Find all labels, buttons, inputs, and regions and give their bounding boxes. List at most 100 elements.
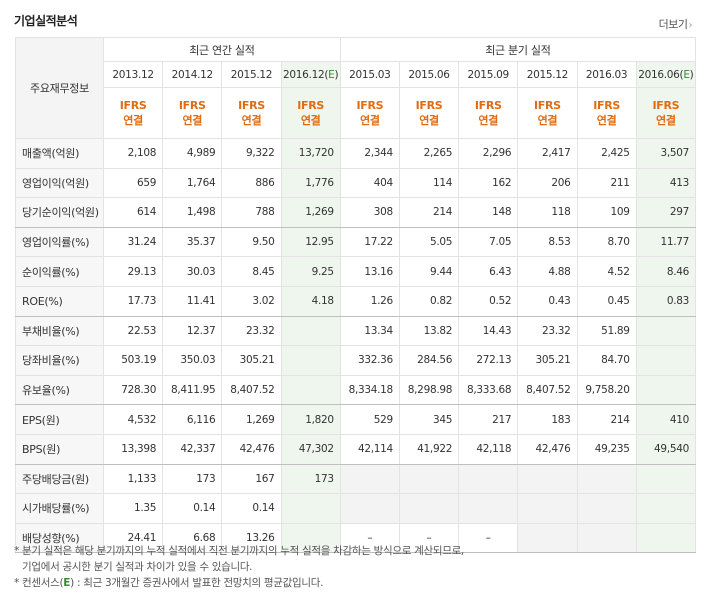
table-cell	[339, 493, 400, 524]
table-cell: 167	[221, 463, 282, 495]
period-header: 2015.06	[398, 61, 460, 88]
table-row: 부채비율(%) 22.53 12.37 23.32 13.34 13.82 14.43 23.…	[15, 315, 697, 347]
table-cell: 24.41	[102, 522, 164, 554]
footnote-1-cont: 기업에서 공시한 분기 실적과 차이가 있을 수 있습니다.	[22, 561, 253, 573]
period-header: 2016.03	[576, 61, 637, 88]
table-cell: 42,337	[162, 433, 223, 465]
table-row: 영업이익(억원) 659 1,764 886 1,776 404 114 162 206 211 4…	[15, 167, 697, 199]
table-cell: 13.16	[339, 256, 400, 287]
basis-consolidated-label: 연결	[419, 114, 439, 127]
period-header: 2016.06(E)	[635, 61, 697, 88]
table-cell	[635, 374, 697, 406]
table-cell: 8,411.95	[162, 374, 223, 406]
basis-ifrs-label: IFRS	[415, 99, 443, 112]
table-cell	[576, 493, 637, 524]
table-cell: 9.25	[280, 256, 341, 287]
more-label: 더보기	[658, 18, 688, 31]
table-cell: 297	[635, 197, 697, 228]
table-cell: 2,344	[339, 138, 400, 169]
table-cell: 410	[635, 404, 697, 435]
table-cell: 42,118	[458, 433, 519, 465]
footnote-1: * 분기 실적은 해당 분기까지의 누적 실적에서 직전 분기까지의 누적 실적…	[14, 545, 464, 557]
table-cell: 0.83	[635, 285, 697, 317]
table-cell: 214	[398, 197, 460, 228]
table-cell: 11.41	[162, 285, 223, 317]
table-cell: 614	[102, 197, 164, 228]
group-quarterly: 최근 분기 실적	[339, 37, 697, 62]
estimate-mark: E	[328, 68, 335, 81]
table-cell: 6.68	[162, 522, 223, 554]
table-cell: 183	[517, 404, 578, 435]
table-cell: –	[339, 522, 400, 554]
period-header: 2015.12	[221, 61, 282, 88]
table-cell: 42,476	[517, 433, 578, 465]
table-cell: 503.19	[102, 345, 164, 376]
row-label: ROE(%)	[15, 285, 104, 317]
table-row: BPS(원) 13,398 42,337 42,476 47,302 42,114 41,9…	[15, 433, 697, 465]
table-row: 매출액(억원) 2,108 4,989 9,322 13,720 2,344 2,265 2,…	[15, 138, 697, 169]
table-cell: 22.53	[102, 315, 164, 347]
financial-summary-table: 주요재무정보 최근 연간 실적 최근 분기 실적 2013.12 2014.12 2…	[15, 37, 697, 554]
more-link[interactable]: 더보기›	[658, 16, 693, 32]
group-annual: 최근 연간 실적	[103, 37, 341, 62]
table-cell: 162	[458, 167, 519, 199]
basis-header: IFRS 연결	[458, 87, 519, 139]
table-cell: 350.03	[162, 345, 223, 376]
table-cell: 0.82	[398, 285, 460, 317]
table-cell: 345	[398, 404, 460, 435]
row-label: 시가배당률(%)	[15, 493, 104, 524]
table-cell: 118	[517, 197, 578, 228]
table-cell: 332.36	[339, 345, 400, 376]
row-label: 영업이익(억원)	[15, 167, 104, 199]
table-cell: 51.89	[576, 315, 637, 347]
basis-ifrs-label: IFRS	[119, 99, 147, 112]
table-cell: 9,322	[221, 138, 282, 169]
basis-header: IFRS 연결	[398, 87, 460, 139]
table-cell: 17.22	[339, 226, 400, 258]
table-cell: 13.82	[398, 315, 460, 347]
table-cell: 13.34	[339, 315, 400, 347]
table-cell	[635, 345, 697, 376]
table-cell: 13,720	[280, 138, 341, 169]
table-cell: 8.46	[635, 256, 697, 287]
table-cell: 2,425	[576, 138, 637, 169]
basis-consolidated-label: 연결	[182, 114, 203, 127]
table-cell	[635, 493, 697, 524]
table-cell: 12.95	[280, 226, 341, 258]
basis-consolidated-label: 연결	[478, 114, 499, 127]
table-row: 순이익률(%) 29.13 30.03 8.45 9.25 13.16 9.44 6.43 4.…	[15, 256, 697, 287]
basis-ifrs-label: IFRS	[474, 99, 502, 112]
table-cell: 1,764	[162, 167, 223, 199]
table-cell: 308	[339, 197, 400, 228]
table-cell: 30.03	[162, 256, 223, 287]
table-cell: –	[458, 522, 519, 554]
table-cell: 12.37	[162, 315, 223, 347]
table-row: 배당성향(%) 24.41 6.68 13.26– – –	[15, 522, 697, 554]
table-cell: 272.13	[458, 345, 519, 376]
table-cell: 2,417	[517, 138, 578, 169]
table-cell: 404	[339, 167, 400, 199]
table-cell: 109	[576, 197, 637, 228]
table-cell	[339, 463, 400, 495]
table-cell: 886	[221, 167, 282, 199]
table-cell: 3.02	[221, 285, 282, 317]
table-cell: 1,133	[102, 463, 164, 495]
table-cell: 31.24	[102, 226, 164, 258]
table-cell: 8.45	[221, 256, 282, 287]
table-cell	[517, 493, 578, 524]
basis-ifrs-label: IFRS	[593, 99, 620, 112]
table-row: 유보율(%) 728.30 8,411.95 8,407.52 8,334.18 8,29…	[15, 374, 697, 406]
table-cell: 14.43	[458, 315, 519, 347]
row-label: 유보율(%)	[15, 374, 104, 406]
estimate-mark: E	[683, 68, 690, 81]
row-label: 영업이익률(%)	[15, 226, 104, 258]
table-cell: 8,407.52	[221, 374, 282, 406]
period-header: 2015.12	[517, 61, 578, 88]
table-cell: 35.37	[162, 226, 223, 258]
table-cell	[280, 374, 341, 406]
table-cell	[280, 345, 341, 376]
table-cell: 5.05	[398, 226, 460, 258]
period-header: 2015.09	[458, 61, 519, 88]
row-label: BPS(원)	[15, 433, 104, 465]
row-label: 배당성향(%)	[15, 522, 104, 554]
